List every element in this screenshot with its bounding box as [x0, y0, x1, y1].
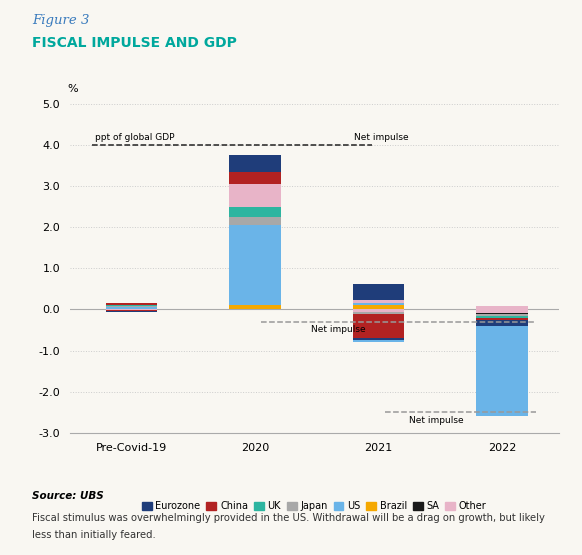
Bar [476, 320, 528, 326]
Bar [229, 217, 281, 225]
Text: less than initially feared.: less than initially feared. [32, 530, 156, 540]
Text: ppt of global GDP: ppt of global GDP [94, 133, 174, 142]
Bar [229, 206, 281, 217]
Text: Net impulse: Net impulse [311, 325, 365, 334]
Bar [476, 316, 528, 317]
Bar [353, 311, 404, 314]
Bar [353, 339, 404, 340]
Text: Net impulse: Net impulse [354, 133, 409, 142]
Bar [106, 302, 158, 304]
Bar [229, 225, 281, 305]
Text: Net impulse: Net impulse [409, 416, 464, 425]
Bar [106, 306, 158, 309]
Bar [353, 284, 404, 300]
Text: Source: UBS: Source: UBS [32, 491, 104, 501]
Bar [353, 314, 404, 339]
Bar [476, 313, 528, 314]
Text: %: % [68, 84, 78, 94]
Bar [476, 314, 528, 315]
Bar [476, 317, 528, 320]
Bar [353, 310, 404, 311]
Bar [229, 155, 281, 171]
Bar [229, 184, 281, 206]
Bar [106, 311, 158, 312]
Bar [353, 340, 404, 342]
Bar [476, 315, 528, 316]
Bar [353, 305, 404, 310]
Bar [229, 171, 281, 184]
Bar [476, 310, 528, 313]
Bar [353, 300, 404, 304]
Text: FISCAL IMPULSE AND GDP: FISCAL IMPULSE AND GDP [32, 36, 237, 50]
Bar [476, 306, 528, 310]
Bar [229, 305, 281, 310]
Bar [106, 304, 158, 305]
Text: Figure 3: Figure 3 [32, 14, 90, 27]
Bar [106, 309, 158, 310]
Bar [476, 326, 528, 416]
Bar [353, 304, 404, 305]
Text: Fiscal stimulus was overwhelmingly provided in the US. Withdrawal will be a drag: Fiscal stimulus was overwhelmingly provi… [32, 513, 545, 523]
Legend: Eurozone, China, UK, Japan, US, Brazil, SA, Other: Eurozone, China, UK, Japan, US, Brazil, … [138, 497, 491, 515]
